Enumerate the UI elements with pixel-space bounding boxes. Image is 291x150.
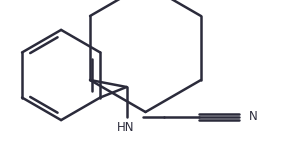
Text: N: N <box>249 111 258 123</box>
Text: HN: HN <box>116 121 134 134</box>
